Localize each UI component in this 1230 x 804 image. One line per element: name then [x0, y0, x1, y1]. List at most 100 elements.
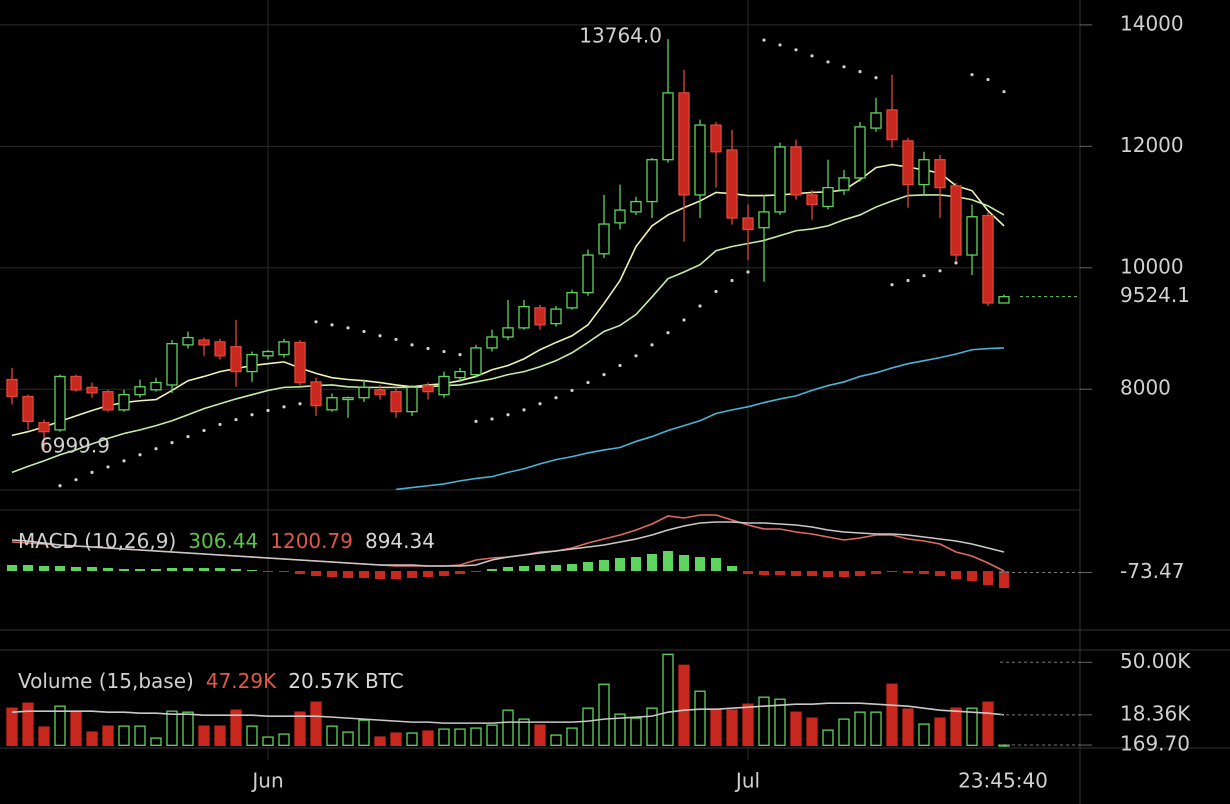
macd-reading: 306.44: [188, 529, 258, 553]
volume-bar: [614, 713, 626, 746]
volume-bar: [374, 736, 386, 746]
candle-body: [166, 343, 178, 386]
candle-body: [518, 305, 530, 329]
macd-bar: [999, 571, 1009, 588]
macd-reading: 894.34: [365, 529, 435, 553]
candle-body: [982, 214, 994, 304]
macd-bar: [887, 571, 897, 572]
y-tick-label: 12000: [1120, 133, 1184, 157]
price-panel: 13764.0 6999.9: [6, 24, 1010, 490]
volume-bar: [278, 733, 290, 746]
sar-dot: [90, 470, 94, 474]
macd-bar: [439, 571, 449, 576]
macd-bar: [423, 571, 433, 577]
macd-bar: [391, 571, 401, 579]
sar-dot: [234, 417, 238, 422]
volume-bar: [726, 709, 738, 746]
macd-bar: [535, 565, 545, 571]
candle-body: [470, 347, 482, 376]
candle-body: [86, 386, 98, 394]
sar-dot: [282, 405, 286, 409]
macd-bar: [215, 568, 225, 571]
volume-reading: 20.57K BTC: [288, 669, 403, 693]
candle-body: [838, 177, 850, 191]
candle-body: [70, 375, 82, 391]
line: [11, 702, 1005, 724]
macd-bar: [967, 571, 977, 581]
volume-bar: [214, 725, 226, 746]
candle-body: [374, 389, 386, 396]
volume-bar: [694, 690, 706, 746]
volume-bar: [70, 711, 82, 746]
macd-bar: [167, 568, 177, 571]
candle-body: [998, 296, 1010, 304]
last-price-label: 9524.1: [1120, 283, 1190, 307]
volume-bar: [38, 726, 50, 746]
candle-body: [854, 126, 866, 179]
volume-bar: [358, 719, 370, 746]
sar-dot: [106, 465, 110, 469]
candle-body: [294, 341, 306, 384]
sar-dot: [122, 459, 126, 463]
candle-body: [182, 336, 194, 346]
macd-bar: [183, 568, 193, 571]
y-tick-label: 18.36K: [1120, 701, 1191, 725]
candle-body: [358, 386, 370, 399]
candle-body: [726, 149, 738, 219]
line: [11, 521, 1005, 567]
sar-dot: [874, 76, 878, 80]
x-tick-label: Jun: [250, 769, 283, 793]
candle-body: [918, 159, 930, 186]
sar-dot: [1002, 90, 1006, 94]
macd-bar: [935, 571, 945, 576]
macd-bar: [103, 568, 113, 571]
y-tick-label: 50.00K: [1120, 649, 1191, 673]
macd-panel: [7, 514, 1009, 588]
sar-dot: [698, 304, 702, 308]
sar-dot: [602, 373, 606, 377]
candle-body: [550, 308, 562, 325]
volume-bar: [550, 734, 562, 746]
sar-dot: [650, 343, 654, 347]
sar-dot: [778, 43, 782, 47]
volume-bar: [182, 711, 194, 746]
sar-dot: [954, 261, 958, 265]
candle-body: [790, 146, 802, 196]
macd-bar: [599, 560, 609, 571]
candle-body: [630, 200, 642, 213]
volume-bar: [326, 725, 338, 746]
volume-bar: [454, 728, 466, 746]
macd-bar: [919, 571, 929, 574]
sar-dot: [458, 352, 462, 357]
volume-bar: [758, 696, 770, 746]
macd-bar: [631, 557, 641, 571]
volume-bar: [982, 701, 994, 746]
candle-body: [566, 292, 578, 309]
candle-body: [38, 421, 50, 433]
sar-dot: [842, 65, 846, 69]
volume-bar: [742, 703, 754, 746]
macd-bar: [743, 571, 753, 574]
volume-bar: [118, 725, 130, 746]
macd-bar: [807, 571, 817, 576]
sar-dot: [202, 428, 206, 433]
macd-bar: [23, 565, 33, 571]
line: [11, 194, 1005, 474]
macd-bar: [119, 569, 129, 571]
sar-dot: [922, 274, 926, 278]
candle-body: [22, 395, 34, 423]
candle-body: [486, 336, 498, 349]
volume-bar: [934, 717, 946, 746]
candle-body: [806, 194, 818, 206]
candle-body: [102, 390, 114, 411]
volume-bar: [390, 732, 402, 746]
candle-body: [230, 346, 242, 373]
candle-body: [758, 211, 770, 229]
volume-bar: [150, 737, 162, 746]
sar-dot: [586, 380, 590, 385]
time-label: 23:45:40: [958, 769, 1048, 793]
sar-dot: [426, 346, 430, 351]
candle-body: [310, 381, 322, 407]
sar-dot: [714, 289, 718, 294]
macd-name: MACD (10,26,9): [18, 529, 176, 553]
